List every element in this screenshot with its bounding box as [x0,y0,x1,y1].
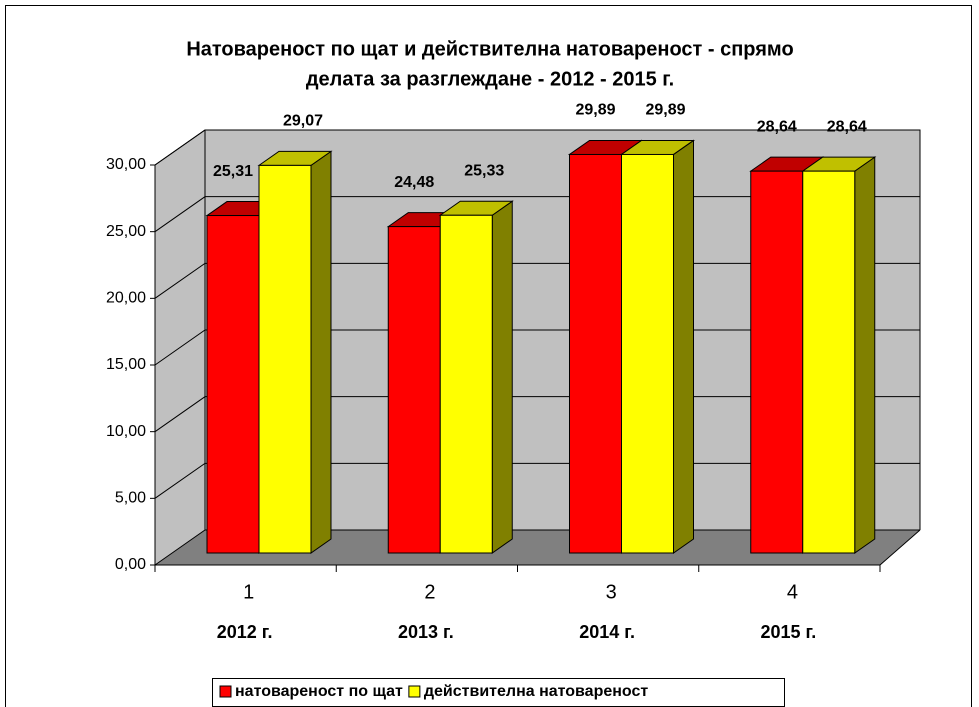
back-wall [155,130,920,565]
legend-swatch [408,685,421,698]
bar [206,215,260,554]
x-sublabel: 2015 г. [761,622,817,642]
x-tick-label: 2 [424,581,435,603]
bar [750,170,804,554]
y-tick-label: 0,00 [115,556,146,573]
legend-label: натовареност по щат [235,683,403,700]
bar-side [310,150,332,554]
chart-title: делата за разглеждане - 2012 - 2015 г. [306,68,674,90]
floor [155,530,920,565]
value-label: 29,89 [575,102,615,119]
y-tick-label: 25,00 [106,223,146,240]
value-label: 25,31 [213,163,253,180]
bar [621,153,674,554]
value-label: 28,64 [757,118,797,135]
bar [387,226,441,554]
legend-box [212,678,785,707]
value-label: 29,07 [283,113,323,130]
y-tick-label: 30,00 [106,156,146,173]
y-tick-label: 10,00 [106,423,146,440]
y-tick-label: 15,00 [106,356,146,373]
x-sublabel: 2014 г. [579,622,635,642]
bar-side [854,156,876,554]
x-tick-label: 4 [787,581,798,603]
y-tick-label: 5,00 [115,490,146,507]
bar [439,214,493,554]
bar-side [491,200,513,554]
bar-side [673,139,694,554]
y-tick-label: 20,00 [106,290,146,307]
value-label: 25,33 [464,162,504,179]
value-label: 24,48 [394,174,434,191]
chart-title: Натовареност по щат и действителна натов… [186,38,793,60]
bar [802,170,856,554]
x-tick-label: 3 [606,581,617,603]
value-label: 28,64 [827,118,867,135]
grid-line [154,129,920,166]
x-sublabel: 2013 г. [398,622,454,642]
legend-label: действителна натовареност [424,683,648,700]
bar [258,164,312,554]
bar [569,153,622,554]
x-sublabel: 2012 г. [217,622,273,642]
x-tick-label: 1 [243,581,254,603]
value-label: 29,89 [645,102,685,119]
legend-swatch [219,685,232,698]
floor-edge [879,529,921,566]
